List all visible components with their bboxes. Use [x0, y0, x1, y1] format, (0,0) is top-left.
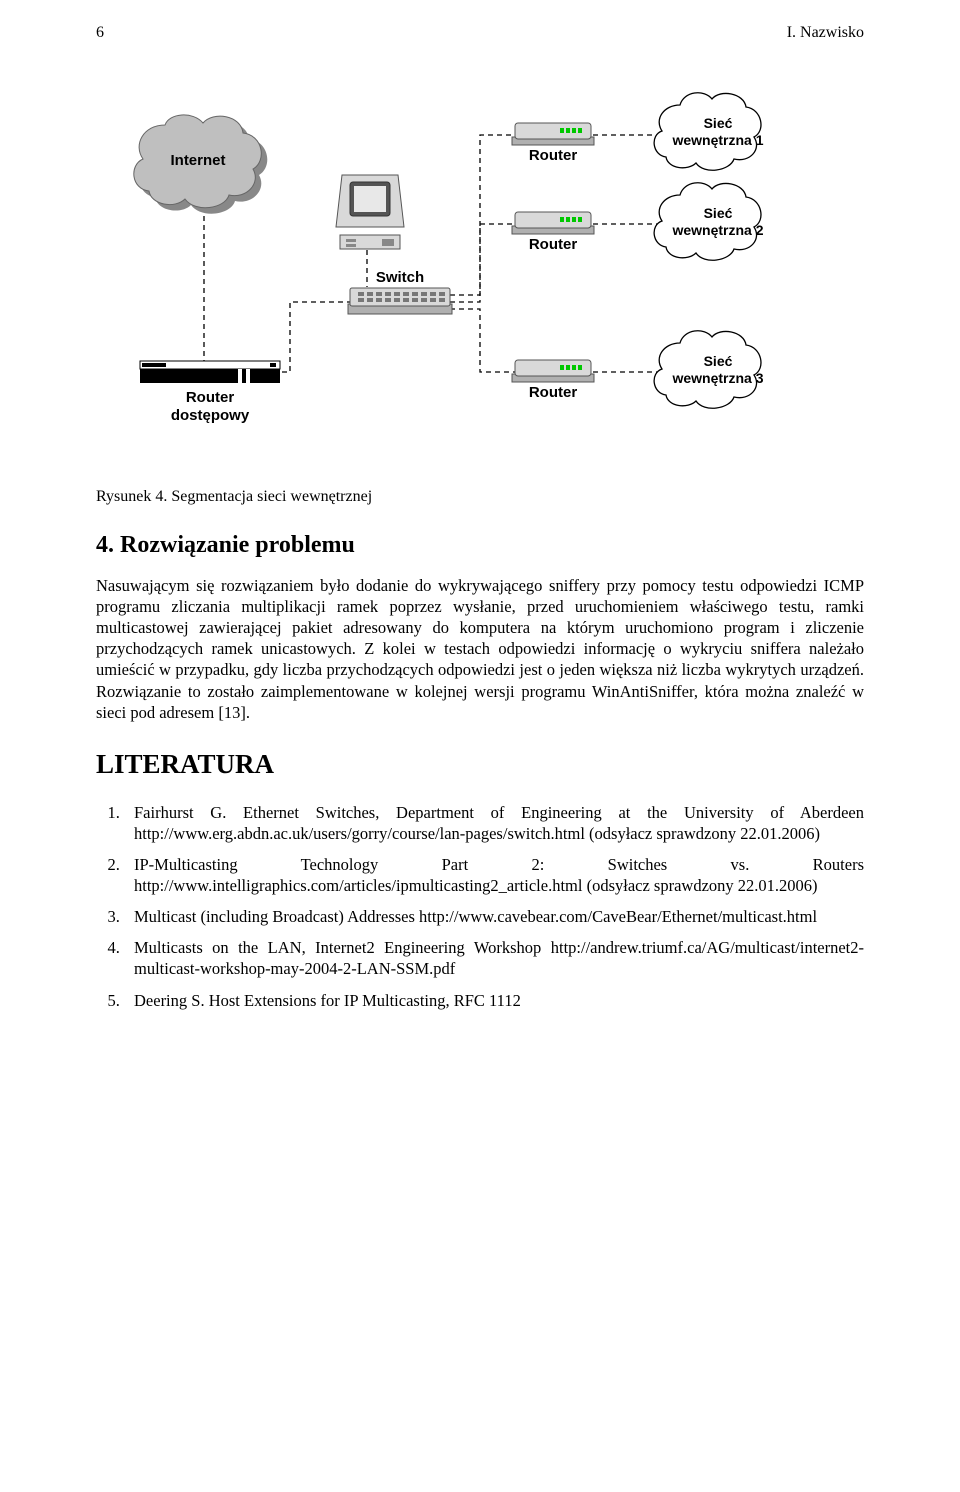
reference-item: Fairhurst G. Ethernet Switches, Departme… — [124, 802, 864, 844]
router-2-label: Router — [529, 236, 577, 253]
internet-cloud-icon: Internet — [134, 115, 267, 214]
figure-caption: Rysunek 4. Segmentacja sieci wewnętrznej — [96, 488, 864, 506]
router-1-icon: Router — [512, 123, 594, 164]
cloud-1-label-a: Sieć — [704, 115, 733, 131]
router-1-label: Router — [529, 147, 577, 164]
section-heading: 4. Rozwiązanie problemu — [96, 532, 864, 559]
reference-list: Fairhurst G. Ethernet Switches, Departme… — [96, 802, 864, 1011]
switch-label: Switch — [376, 269, 424, 286]
router-3-icon: Router — [512, 360, 594, 401]
page-number: 6 — [96, 24, 104, 42]
access-router-label-2: dostępowy — [171, 407, 250, 424]
cloud-1-icon: Sieć wewnętrzna 1 — [654, 93, 764, 170]
cloud-3-label-b: wewnętrzna 3 — [671, 370, 763, 386]
cloud-2-icon: Sieć wewnętrzna 2 — [654, 183, 764, 260]
router-2-icon: Router — [512, 212, 594, 253]
computer-icon — [336, 175, 404, 249]
cloud-3-label-a: Sieć — [704, 353, 733, 369]
cloud-3-icon: Sieć wewnętrzna 3 — [654, 331, 764, 408]
cloud-2-label-b: wewnętrzna 2 — [671, 222, 763, 238]
reference-item: Multicast (including Broadcast) Addresse… — [124, 906, 864, 927]
cloud-1-label-b: wewnętrzna 1 — [671, 132, 763, 148]
page-header: 6 I. Nazwisko — [96, 24, 864, 42]
reference-item: Multicasts on the LAN, Internet2 Enginee… — [124, 937, 864, 979]
internet-label: Internet — [170, 152, 225, 169]
access-router-icon: Router dostępowy — [140, 361, 280, 424]
network-diagram: Internet Switch — [120, 70, 840, 470]
section-paragraph: Nasuwającym się rozwiązaniem było dodani… — [96, 575, 864, 723]
switch-icon: Switch — [348, 269, 452, 314]
reference-item: IP-Multicasting Technology Part 2: Switc… — [124, 854, 864, 896]
router-3-label: Router — [529, 384, 577, 401]
running-head: I. Nazwisko — [787, 24, 864, 42]
access-router-label-1: Router — [186, 389, 234, 406]
reference-item: Deering S. Host Extensions for IP Multic… — [124, 990, 864, 1011]
literature-heading: LITERATURA — [96, 749, 864, 780]
cloud-2-label-a: Sieć — [704, 205, 733, 221]
